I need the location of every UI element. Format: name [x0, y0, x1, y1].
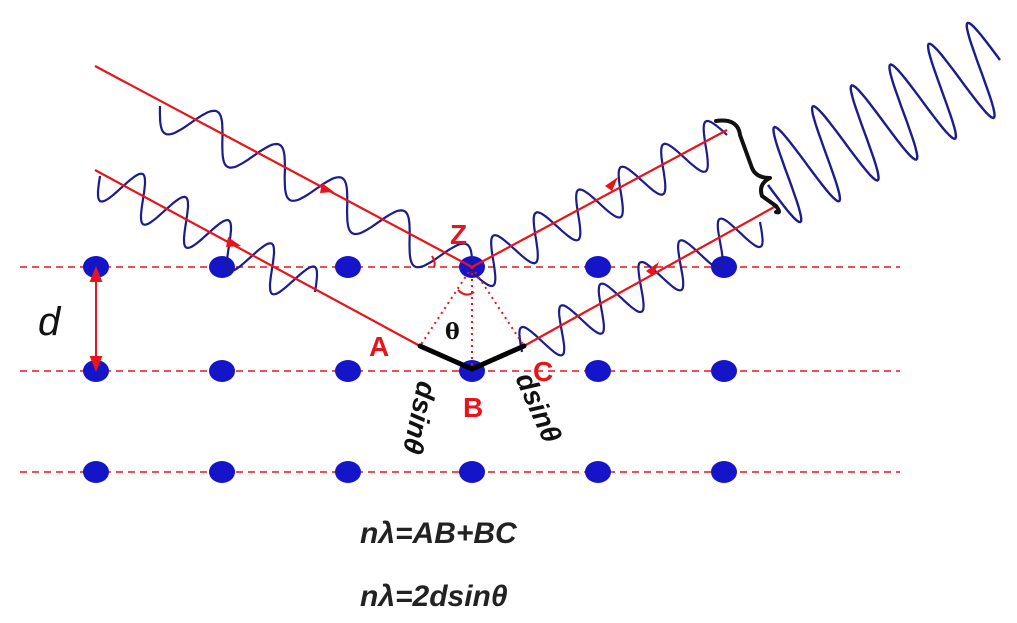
segment-right-label: dsinθ: [510, 368, 568, 448]
atom-r1-c6: [711, 256, 737, 278]
lattice-planes: [20, 266, 900, 473]
atom-r3-c2: [209, 461, 235, 483]
point-z-label: Z: [450, 219, 467, 250]
segment-left-label: dsinθ: [397, 379, 443, 457]
path-difference-segments: [417, 343, 527, 372]
wavefront-brace: [714, 118, 781, 215]
perpendicular-zc: [471, 266, 525, 347]
construction-lines: [419, 255, 525, 369]
spacing-indicator: d: [38, 266, 103, 372]
angle-theta-label: θ: [445, 319, 460, 345]
segment-ab: [417, 343, 475, 372]
atom-r2-c2: [209, 360, 235, 382]
reflected-wave-upper: [471, 119, 728, 288]
atom-r1-c5: [585, 256, 611, 278]
point-a-label: A: [369, 331, 389, 362]
atom-r2-c3: [335, 360, 361, 382]
bragg-law-equation: nλ=2dsinθ: [360, 580, 508, 613]
atom-r1-c2: [209, 256, 235, 278]
incident-wave-lower: [96, 172, 319, 296]
reflected-wave-lower: [518, 217, 764, 357]
incident-arrow-upper: [320, 183, 334, 193]
reflected-rays: [471, 129, 777, 347]
reflected-ray-lower: [523, 205, 777, 347]
point-b-label: B: [463, 392, 483, 423]
incident-ray-lower: [94, 169, 421, 347]
segment-bc: [469, 343, 527, 372]
atom-r3-c3: [335, 461, 361, 483]
atom-r2-c5: [585, 360, 611, 382]
incident-arrow-lower: [226, 237, 241, 247]
atom-r3-c6: [711, 461, 737, 483]
combined-wave: [767, 21, 1001, 224]
incident-rays: [94, 65, 473, 347]
reflected-waves: [471, 21, 1001, 357]
atom-r1-c3: [335, 256, 361, 278]
reflected-arrow-lower: [646, 262, 659, 276]
angle-arc-normal: [457, 289, 475, 296]
angle-arc-incident: [431, 255, 436, 268]
perpendicular-za: [419, 266, 473, 347]
incident-waves: [96, 105, 474, 296]
reflected-ray-upper: [471, 129, 728, 268]
incident-wave-upper: [158, 105, 474, 273]
path-difference-equation: nλ=AB+BC: [360, 517, 518, 550]
reflected-arrow-upper: [605, 177, 618, 191]
point-c-label: C: [533, 356, 553, 387]
atom-r3-c5: [585, 461, 611, 483]
atom-r3-c1: [83, 461, 109, 483]
spacing-label: d: [38, 300, 62, 344]
atom-r3-c4: [459, 461, 485, 483]
atom-r2-c6: [711, 360, 737, 382]
incident-ray-upper: [94, 65, 473, 268]
